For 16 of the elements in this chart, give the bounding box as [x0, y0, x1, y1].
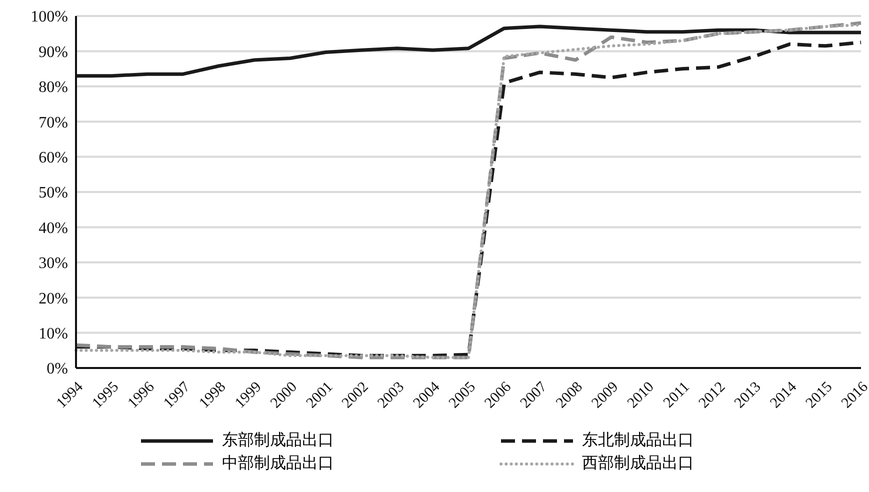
- legend-label: 中部制成品出口: [222, 454, 334, 474]
- legend-label: 东北制成品出口: [582, 430, 694, 451]
- y-tick-label: 20%: [38, 290, 68, 308]
- y-tick-label: 40%: [38, 220, 68, 237]
- y-tick-label: 0%: [46, 360, 68, 378]
- legend-label: 东部制成品出口: [222, 430, 334, 451]
- y-tick-label: 80%: [38, 79, 68, 96]
- y-tick-label: 70%: [38, 114, 68, 132]
- y-tick-label: 60%: [38, 149, 68, 166]
- legend-label: 西部制成品出口: [582, 454, 694, 474]
- x-tick-label: 2011: [660, 379, 693, 412]
- y-tick-label: 100%: [30, 8, 68, 26]
- y-tick-label: 50%: [38, 184, 68, 202]
- y-tick-label: 90%: [38, 44, 68, 61]
- y-tick-label: 30%: [38, 255, 68, 272]
- y-tick-label: 10%: [38, 325, 68, 342]
